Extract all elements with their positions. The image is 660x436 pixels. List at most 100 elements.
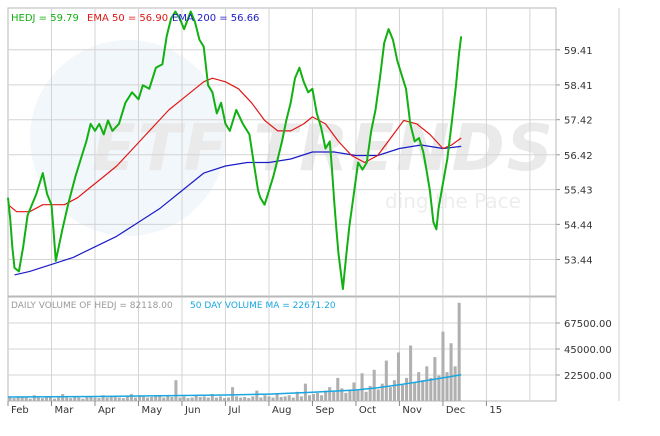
- volume-bar: [279, 396, 283, 401]
- volume-bar: [311, 394, 316, 401]
- volume-bar: [186, 398, 190, 401]
- volume-bar: [271, 397, 275, 401]
- volume-bar: [441, 331, 445, 401]
- volume-bar: [324, 390, 328, 401]
- volume-bar: [12, 398, 16, 401]
- volume-bar: [93, 397, 97, 401]
- volume-bar: [218, 396, 222, 401]
- volume-bar: [194, 395, 198, 401]
- volume-y-tick-label: 45000.00: [564, 345, 612, 356]
- volume-legend: DAILY VOLUME OF HEDJ = 82118.00 50 DAY V…: [11, 301, 336, 311]
- volume-bar: [356, 390, 360, 401]
- volume-bar: [388, 387, 392, 401]
- volume-bar: [89, 396, 93, 401]
- x-tick-label: Nov: [402, 405, 422, 416]
- volume-bar: [368, 385, 372, 401]
- volume-bar: [206, 397, 210, 401]
- volume-bar: [24, 397, 28, 401]
- volume-bar: [239, 397, 243, 401]
- volume-bar: [396, 352, 400, 401]
- volume-bar: [81, 398, 85, 401]
- volume-bar: [231, 387, 235, 401]
- volume-bar: [437, 375, 441, 401]
- volume-bar: [421, 380, 425, 401]
- watermark-globe: [30, 40, 226, 236]
- price-y-tick-labels: 59.41 58.41 57.42 56.42 55.43 54.44 53.44: [564, 46, 593, 267]
- volume-bar: [380, 383, 384, 401]
- legend-ema50: EMA 50 = 56.90: [87, 13, 168, 24]
- volume-bar: [53, 398, 57, 401]
- volume-y-tick-label: 22500.00: [564, 371, 612, 382]
- x-tick-label: May: [141, 405, 162, 416]
- volume-bar: [344, 392, 348, 401]
- series-line-volume-ma: [7, 374, 462, 398]
- volume-bar: [376, 389, 380, 401]
- price-y-tick-label: 59.41: [564, 46, 593, 57]
- volume-bar: [429, 377, 433, 401]
- price-grid: [8, 8, 560, 296]
- volume-bar: [336, 377, 340, 401]
- volume-bar: [44, 396, 48, 401]
- volume-ma-line: [7, 374, 462, 398]
- volume-bar: [133, 397, 137, 401]
- volume-bar: [28, 398, 32, 401]
- series-line-ema200: [14, 144, 462, 276]
- volume-bar: [40, 398, 44, 401]
- volume-bar: [453, 366, 457, 401]
- price-lines: [7, 10, 463, 290]
- volume-bar: [174, 380, 178, 401]
- volume-bar: [259, 397, 263, 401]
- volume-bar: [283, 396, 287, 401]
- volume-bar: [348, 389, 352, 401]
- volume-bar: [8, 397, 12, 401]
- volume-bar: [316, 392, 320, 401]
- volume-bar: [328, 387, 332, 401]
- watermark-tagline: ding the Pace: [385, 189, 521, 213]
- volume-bar: [287, 395, 291, 401]
- volume-bar: [150, 396, 154, 401]
- volume-bar: [405, 377, 409, 401]
- volume-bar: [154, 396, 158, 401]
- volume-bar: [166, 395, 170, 401]
- volume-bar: [65, 397, 69, 401]
- price-panel-frame: [7, 7, 557, 297]
- x-tick-labels: Feb Mar Apr May Jun Jul Aug Sep Oct Nov Dec 15: [7, 401, 502, 416]
- volume-grid: [8, 297, 560, 401]
- volume-bars: [8, 302, 461, 401]
- watermark: ETF TRENDS ding the Pace: [30, 40, 553, 236]
- volume-bar: [97, 398, 101, 401]
- volume-bar: [69, 398, 73, 401]
- price-legend: HEDJ = 59.79 EMA 50 = 56.90 EMA 200 = 56…: [11, 13, 259, 24]
- x-tick-label: Aug: [272, 405, 292, 416]
- volume-bar: [20, 396, 24, 401]
- volume-bar: [198, 396, 202, 401]
- volume-bar: [32, 395, 36, 401]
- volume-bar: [360, 373, 364, 401]
- volume-bar: [263, 395, 267, 401]
- volume-bar: [73, 396, 77, 401]
- volume-bar: [113, 396, 117, 401]
- price-y-tick-label: 55.43: [564, 186, 593, 197]
- volume-bar: [409, 345, 413, 401]
- x-tick-label: Jul: [227, 405, 240, 416]
- volume-bar: [85, 396, 89, 401]
- volume-bar: [162, 397, 166, 401]
- volume-bar: [129, 394, 133, 401]
- volume-bar: [146, 397, 150, 401]
- volume-bar: [307, 395, 311, 401]
- legend-daily-volume: DAILY VOLUME OF HEDJ = 82118.00: [11, 301, 173, 311]
- volume-bar: [400, 384, 405, 401]
- series-line-price: [7, 10, 463, 290]
- volume-bar: [364, 391, 368, 401]
- volume-bar: [275, 394, 279, 401]
- volume-bar: [202, 396, 206, 401]
- volume-bar: [105, 397, 109, 401]
- volume-bar: [36, 397, 40, 401]
- legend-ema200: EMA 200 = 56.66: [172, 13, 259, 24]
- volume-bar: [142, 396, 146, 401]
- volume-bar: [449, 343, 453, 401]
- volume-bar: [352, 382, 356, 401]
- x-tick-label: 15: [489, 405, 502, 416]
- x-tick-label: Sep: [315, 405, 334, 416]
